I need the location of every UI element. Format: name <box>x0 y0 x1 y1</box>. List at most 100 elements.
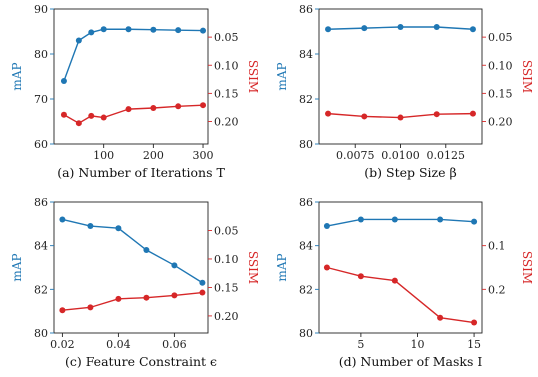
data-point-ssim <box>397 114 404 121</box>
data-point-ssim <box>357 273 364 280</box>
x-tick-label: 0.02 <box>50 338 75 351</box>
panel-4: 5 10 15 80 82 84 86 0.1 0.2 mAP SSIM (d) Number of … <box>275 196 534 369</box>
data-point-map <box>433 24 440 30</box>
data-point-ssim <box>88 112 95 119</box>
right-tick-label: 0.15 <box>214 281 239 294</box>
right-tick-label: 0.10 <box>214 59 239 72</box>
data-point-ssim <box>150 105 157 111</box>
data-point-map <box>175 27 182 34</box>
data-point-map <box>59 216 66 223</box>
right-tick-label: 0.20 <box>488 116 513 129</box>
data-point-ssim <box>87 304 94 311</box>
data-point-ssim <box>325 110 332 117</box>
data-point-ssim <box>59 307 66 314</box>
left-axis-title: mAP <box>275 253 289 281</box>
data-point-ssim <box>125 106 132 113</box>
data-point-map <box>200 27 207 34</box>
left-tick-label: 84 <box>299 48 313 61</box>
series-line-map <box>62 218 203 284</box>
data-point-map <box>391 216 398 223</box>
data-point-map <box>75 37 82 44</box>
x-tick-label: 200 <box>143 149 164 162</box>
plot-frame <box>53 8 209 145</box>
series-line-map <box>63 28 204 82</box>
left-tick-label: 86 <box>34 196 48 209</box>
data-point-map <box>199 279 206 286</box>
data-point-ssim <box>469 110 476 117</box>
panel-caption: (c) Feature Constraint ϵ <box>65 354 217 369</box>
data-point-map <box>323 223 330 230</box>
right-axis-title: SSIM <box>246 251 260 284</box>
right-tick-label: 0.2 <box>488 283 506 296</box>
right-tick-label: 0.15 <box>488 87 513 100</box>
series-line-map <box>326 218 475 227</box>
panel-caption: (b) Step Size β <box>364 165 456 180</box>
data-point-map <box>60 78 67 84</box>
x-tick-label: 5 <box>357 338 364 351</box>
data-point-ssim <box>143 294 150 301</box>
data-point-ssim <box>361 113 368 120</box>
data-point-ssim <box>60 111 67 118</box>
x-tick-label: 0.0100 <box>381 149 420 162</box>
data-point-ssim <box>115 295 122 302</box>
series-line-ssim <box>62 291 203 311</box>
x-tick-label: 10 <box>410 338 424 351</box>
x-tick-label: 300 <box>193 149 214 162</box>
x-tick-label: 0.06 <box>162 338 187 351</box>
left-tick-label: 82 <box>299 93 313 106</box>
left-tick-label: 86 <box>299 3 313 16</box>
left-tick-label: 82 <box>299 283 313 296</box>
data-point-ssim <box>171 292 178 299</box>
right-tick-label: 0.20 <box>214 310 239 323</box>
right-tick-label: 0.10 <box>488 59 513 72</box>
panel-2: 0.0075 0.0100 0.0125 80 82 84 86 0.05 0.10 0.15 0.… <box>275 3 534 180</box>
data-point-map <box>143 247 150 254</box>
data-point-map <box>115 225 122 232</box>
data-point-ssim <box>199 289 206 296</box>
right-tick-label: 0.10 <box>214 253 239 266</box>
x-tick-label: 0.0125 <box>427 149 466 162</box>
left-tick-label: 80 <box>34 327 48 340</box>
right-tick-label: 0.05 <box>488 31 513 44</box>
right-tick-label: 0.05 <box>214 31 239 44</box>
data-point-map <box>397 24 404 30</box>
data-point-map <box>88 29 95 36</box>
series-line-ssim <box>63 104 204 124</box>
x-tick-label: 100 <box>93 149 114 162</box>
panel-1: 100 200 300 60 70 80 90 0.05 0.10 0.15 0.20 mAP SSIM… <box>10 3 260 180</box>
data-point-map <box>150 26 157 33</box>
data-point-map <box>471 218 478 225</box>
left-tick-label: 60 <box>34 138 48 151</box>
data-point-ssim <box>391 277 398 284</box>
data-point-map <box>325 26 332 33</box>
left-tick-label: 70 <box>34 93 48 106</box>
data-point-map <box>100 26 107 33</box>
right-axis-title: SSIM <box>246 60 260 93</box>
panel-3: 0.02 0.04 0.06 80 82 84 86 0.05 0.10 0.15 0.20 mAP S… <box>10 196 260 369</box>
right-tick-label: 0.05 <box>214 224 239 237</box>
left-axis-title: mAP <box>275 62 289 90</box>
left-tick-label: 82 <box>34 283 48 296</box>
panel-caption: (d) Number of Masks I <box>339 354 483 369</box>
data-point-map <box>171 262 178 269</box>
data-point-ssim <box>323 264 330 271</box>
data-point-ssim <box>437 314 444 321</box>
plot-frame <box>318 201 483 334</box>
data-point-map <box>357 216 364 223</box>
right-axis-title: SSIM <box>520 60 534 93</box>
data-point-map <box>437 216 444 223</box>
plot-frame <box>53 201 209 334</box>
left-tick-label: 90 <box>34 3 48 16</box>
left-axis-title: mAP <box>10 253 24 281</box>
data-point-ssim <box>175 103 182 110</box>
data-point-map <box>469 26 476 33</box>
data-point-ssim <box>100 114 107 121</box>
x-tick-label: 15 <box>467 338 481 351</box>
right-axis-title: SSIM <box>520 251 534 284</box>
data-point-ssim <box>471 319 478 326</box>
data-point-ssim <box>75 120 82 127</box>
series-line-ssim <box>326 266 475 324</box>
left-tick-label: 84 <box>299 240 313 253</box>
left-tick-label: 80 <box>299 327 313 340</box>
data-point-map <box>87 223 94 230</box>
